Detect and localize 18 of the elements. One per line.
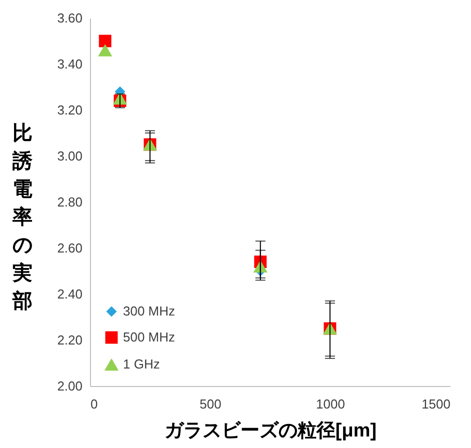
y-tick-label: 3.60: [57, 10, 82, 26]
legend-label: 500 MHz: [123, 330, 176, 344]
x-tick-label: 1000: [316, 396, 345, 412]
y-axis-title: 比誘電率の実部: [12, 122, 34, 312]
legend-label: 300 MHz: [123, 304, 176, 318]
x-axis-title: ガラスビーズの粒径[μm]: [164, 420, 377, 442]
y-tick-label: 2.40: [57, 286, 82, 302]
x-tick-label: 1500: [422, 396, 450, 412]
x-tick-label: 500: [200, 396, 222, 412]
y-tick-label: 3.20: [57, 102, 82, 118]
y-tick-label: 2.80: [57, 194, 82, 210]
y-tick-label: 2.60: [57, 240, 82, 256]
y-tick-label: 3.40: [57, 56, 82, 72]
legend-label: 1 GHz: [123, 356, 160, 372]
x-tick-label: 0: [90, 396, 98, 412]
y-tick-label: 2.20: [57, 332, 82, 348]
y-tick-label: 3.00: [57, 148, 82, 164]
y-tick-label: 2.00: [57, 378, 82, 394]
